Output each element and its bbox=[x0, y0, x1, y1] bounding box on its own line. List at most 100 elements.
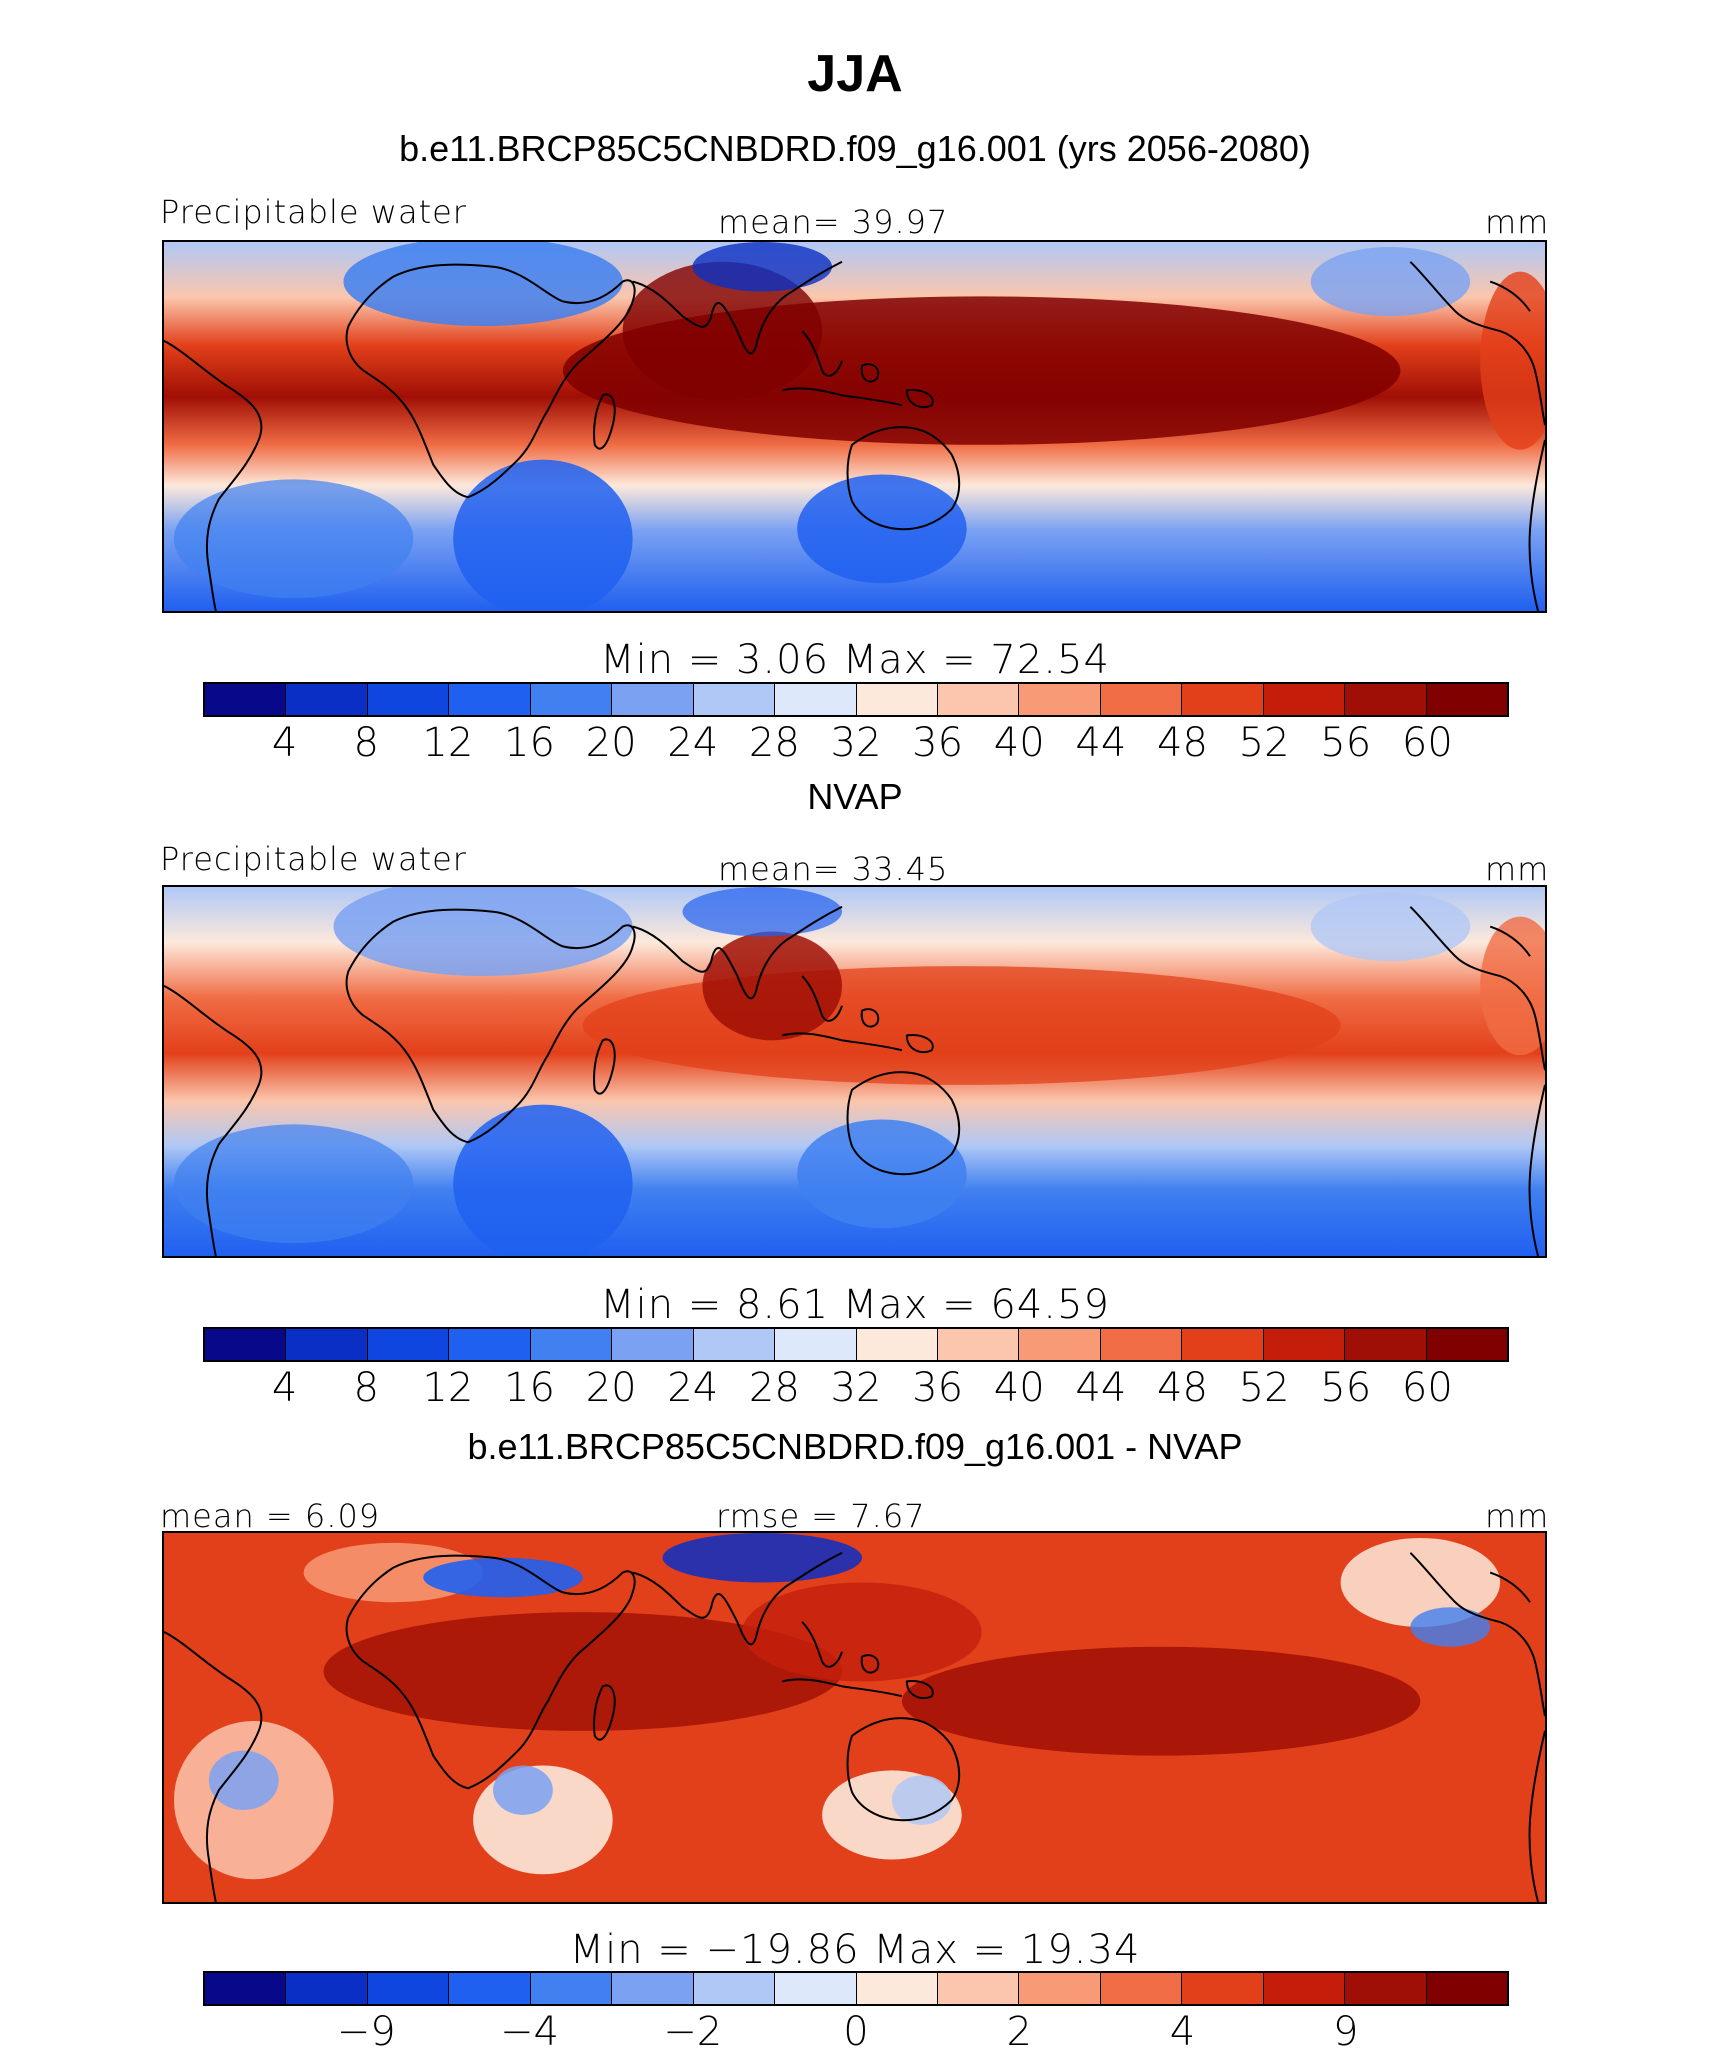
colorbar-tick-label: 36 bbox=[912, 1365, 964, 1411]
colorbar-cell bbox=[205, 1329, 287, 1360]
colorbar-cell bbox=[937, 1329, 1020, 1360]
panel-model-units-label: mm bbox=[1485, 203, 1550, 241]
colorbar-cell bbox=[1426, 684, 1507, 715]
colorbar-tick-label: 28 bbox=[748, 720, 800, 766]
panel-model-colorbar bbox=[203, 682, 1509, 717]
colorbar-cell bbox=[1426, 1329, 1507, 1360]
colorbar-cell bbox=[449, 684, 531, 715]
panel-diff-colorbar bbox=[203, 1971, 1509, 2006]
panel-diff-mean-label: mean = 6.09 bbox=[160, 1497, 381, 1535]
colorbar-cell bbox=[693, 1329, 776, 1360]
colorbar-cell bbox=[530, 684, 613, 715]
panel-model-variable-label: Precipitable water bbox=[160, 193, 467, 231]
colorbar-cell bbox=[1263, 684, 1346, 715]
colorbar-tick-label: 44 bbox=[1075, 720, 1127, 766]
colorbar-tick-label: 40 bbox=[993, 1365, 1045, 1411]
colorbar-cell bbox=[367, 1973, 450, 2004]
colorbar-cell bbox=[1345, 684, 1427, 715]
colorbar-tick-label: 20 bbox=[585, 1365, 637, 1411]
colorbar-cell bbox=[1345, 1329, 1427, 1360]
panel-diff-colorbar-ticks: −9 −4 −2 0 2 4 9 bbox=[203, 2009, 1509, 2057]
panel-diff-rmse-label: rmse = 7.67 bbox=[716, 1497, 926, 1535]
colorbar-cell bbox=[449, 1329, 531, 1360]
colorbar-tick-label: −4 bbox=[500, 2009, 559, 2055]
panel-obs-colorbar-ticks: 4 8 12 16 20 24 28 32 36 40 44 48 52 56 60 bbox=[203, 1365, 1509, 1413]
colorbar-tick-label: 9 bbox=[1333, 2009, 1359, 2055]
panel-obs-units-label: mm bbox=[1485, 850, 1550, 888]
colorbar-cell bbox=[205, 1973, 287, 2004]
colorbar-tick-label: 52 bbox=[1238, 720, 1290, 766]
colorbar-cell bbox=[367, 1329, 450, 1360]
panel-diff-map bbox=[162, 1531, 1547, 1904]
colorbar-cell bbox=[937, 684, 1020, 715]
colorbar-tick-label: 28 bbox=[748, 1365, 800, 1411]
colorbar-tick-label: 8 bbox=[353, 720, 379, 766]
colorbar-cell bbox=[775, 1973, 857, 2004]
colorbar-cell bbox=[367, 684, 450, 715]
colorbar-tick-label: 56 bbox=[1320, 1365, 1372, 1411]
colorbar-cell bbox=[449, 1973, 531, 2004]
colorbar-cell bbox=[856, 684, 938, 715]
panel-obs-colorbar bbox=[203, 1327, 1509, 1362]
colorbar-cell bbox=[612, 1329, 694, 1360]
colorbar-cell bbox=[286, 684, 368, 715]
panel-diff-subtitle: b.e11.BRCP85C5CNBDRD.f09_g16.001 - NVAP bbox=[467, 1426, 1243, 1467]
panel-model-subtitle: b.e11.BRCP85C5CNBDRD.f09_g16.001 (yrs 20… bbox=[399, 128, 1311, 169]
colorbar-tick-label: 4 bbox=[1169, 2009, 1196, 2055]
colorbar-cell bbox=[693, 684, 776, 715]
colorbar-cell bbox=[1100, 1973, 1183, 2004]
colorbar-cell bbox=[1426, 1973, 1507, 2004]
colorbar-tick-label: 12 bbox=[422, 1365, 474, 1411]
colorbar-cell bbox=[1100, 1329, 1183, 1360]
colorbar-cell bbox=[775, 1329, 857, 1360]
colorbar-cell bbox=[1100, 684, 1183, 715]
colorbar-cell bbox=[1182, 1973, 1264, 2004]
colorbar-cell bbox=[612, 684, 694, 715]
panel-model-mean-label: mean= 39.97 bbox=[718, 203, 949, 241]
colorbar-tick-label: 4 bbox=[271, 1365, 298, 1411]
colorbar-cell bbox=[856, 1973, 938, 2004]
panel-obs-minmax: Min = 8.61 Max = 64.59 bbox=[600, 1282, 1110, 1328]
panel-model-map bbox=[162, 240, 1547, 613]
colorbar-cell bbox=[286, 1973, 368, 2004]
colorbar-tick-label: 56 bbox=[1320, 720, 1372, 766]
panel-obs-subtitle: NVAP bbox=[807, 776, 903, 817]
panel-obs-map bbox=[162, 885, 1547, 1258]
colorbar-cell bbox=[612, 1973, 694, 2004]
colorbar-tick-label: −2 bbox=[663, 2009, 723, 2055]
panel-model-colorbar-ticks: 4 8 12 16 20 24 28 32 36 40 44 48 52 56 60 bbox=[203, 720, 1509, 768]
colorbar-tick-label: −9 bbox=[336, 2009, 396, 2055]
colorbar-cell bbox=[1182, 1329, 1264, 1360]
colorbar-tick-label: 48 bbox=[1157, 720, 1208, 766]
colorbar-tick-label: 40 bbox=[993, 720, 1045, 766]
colorbar-tick-label: 0 bbox=[843, 2009, 869, 2055]
colorbar-tick-label: 36 bbox=[912, 720, 964, 766]
colorbar-cell bbox=[1019, 1973, 1101, 2004]
colorbar-cell bbox=[1345, 1973, 1427, 2004]
colorbar-cell bbox=[530, 1329, 613, 1360]
panel-model-minmax: Min = 3.06 Max = 72.54 bbox=[600, 637, 1110, 683]
colorbar-cell bbox=[1019, 1329, 1101, 1360]
colorbar-tick-label: 16 bbox=[504, 1365, 555, 1411]
colorbar-tick-label: 16 bbox=[504, 720, 555, 766]
colorbar-tick-label: 48 bbox=[1157, 1365, 1208, 1411]
panel-diff-units-label: mm bbox=[1485, 1497, 1550, 1535]
colorbar-tick-label: 20 bbox=[585, 720, 637, 766]
colorbar-cell bbox=[1263, 1329, 1346, 1360]
colorbar-cell bbox=[693, 1973, 776, 2004]
colorbar-tick-label: 32 bbox=[830, 1365, 882, 1411]
colorbar-tick-label: 32 bbox=[830, 720, 882, 766]
colorbar-tick-label: 8 bbox=[353, 1365, 379, 1411]
panel-diff-minmax: Min = −19.86 Max = 19.34 bbox=[569, 1927, 1141, 1973]
panel-obs-variable-label: Precipitable water bbox=[160, 840, 467, 878]
colorbar-cell bbox=[856, 1329, 938, 1360]
colorbar-cell bbox=[530, 1973, 613, 2004]
panel-obs-mean-label: mean= 33.45 bbox=[718, 850, 949, 888]
colorbar-cell bbox=[1263, 1973, 1346, 2004]
colorbar-tick-label: 24 bbox=[667, 720, 719, 766]
colorbar-cell bbox=[775, 684, 857, 715]
colorbar-tick-label: 60 bbox=[1401, 1365, 1453, 1411]
colorbar-tick-label: 12 bbox=[422, 720, 474, 766]
colorbar-cell bbox=[286, 1329, 368, 1360]
colorbar-tick-label: 2 bbox=[1006, 2009, 1032, 2055]
